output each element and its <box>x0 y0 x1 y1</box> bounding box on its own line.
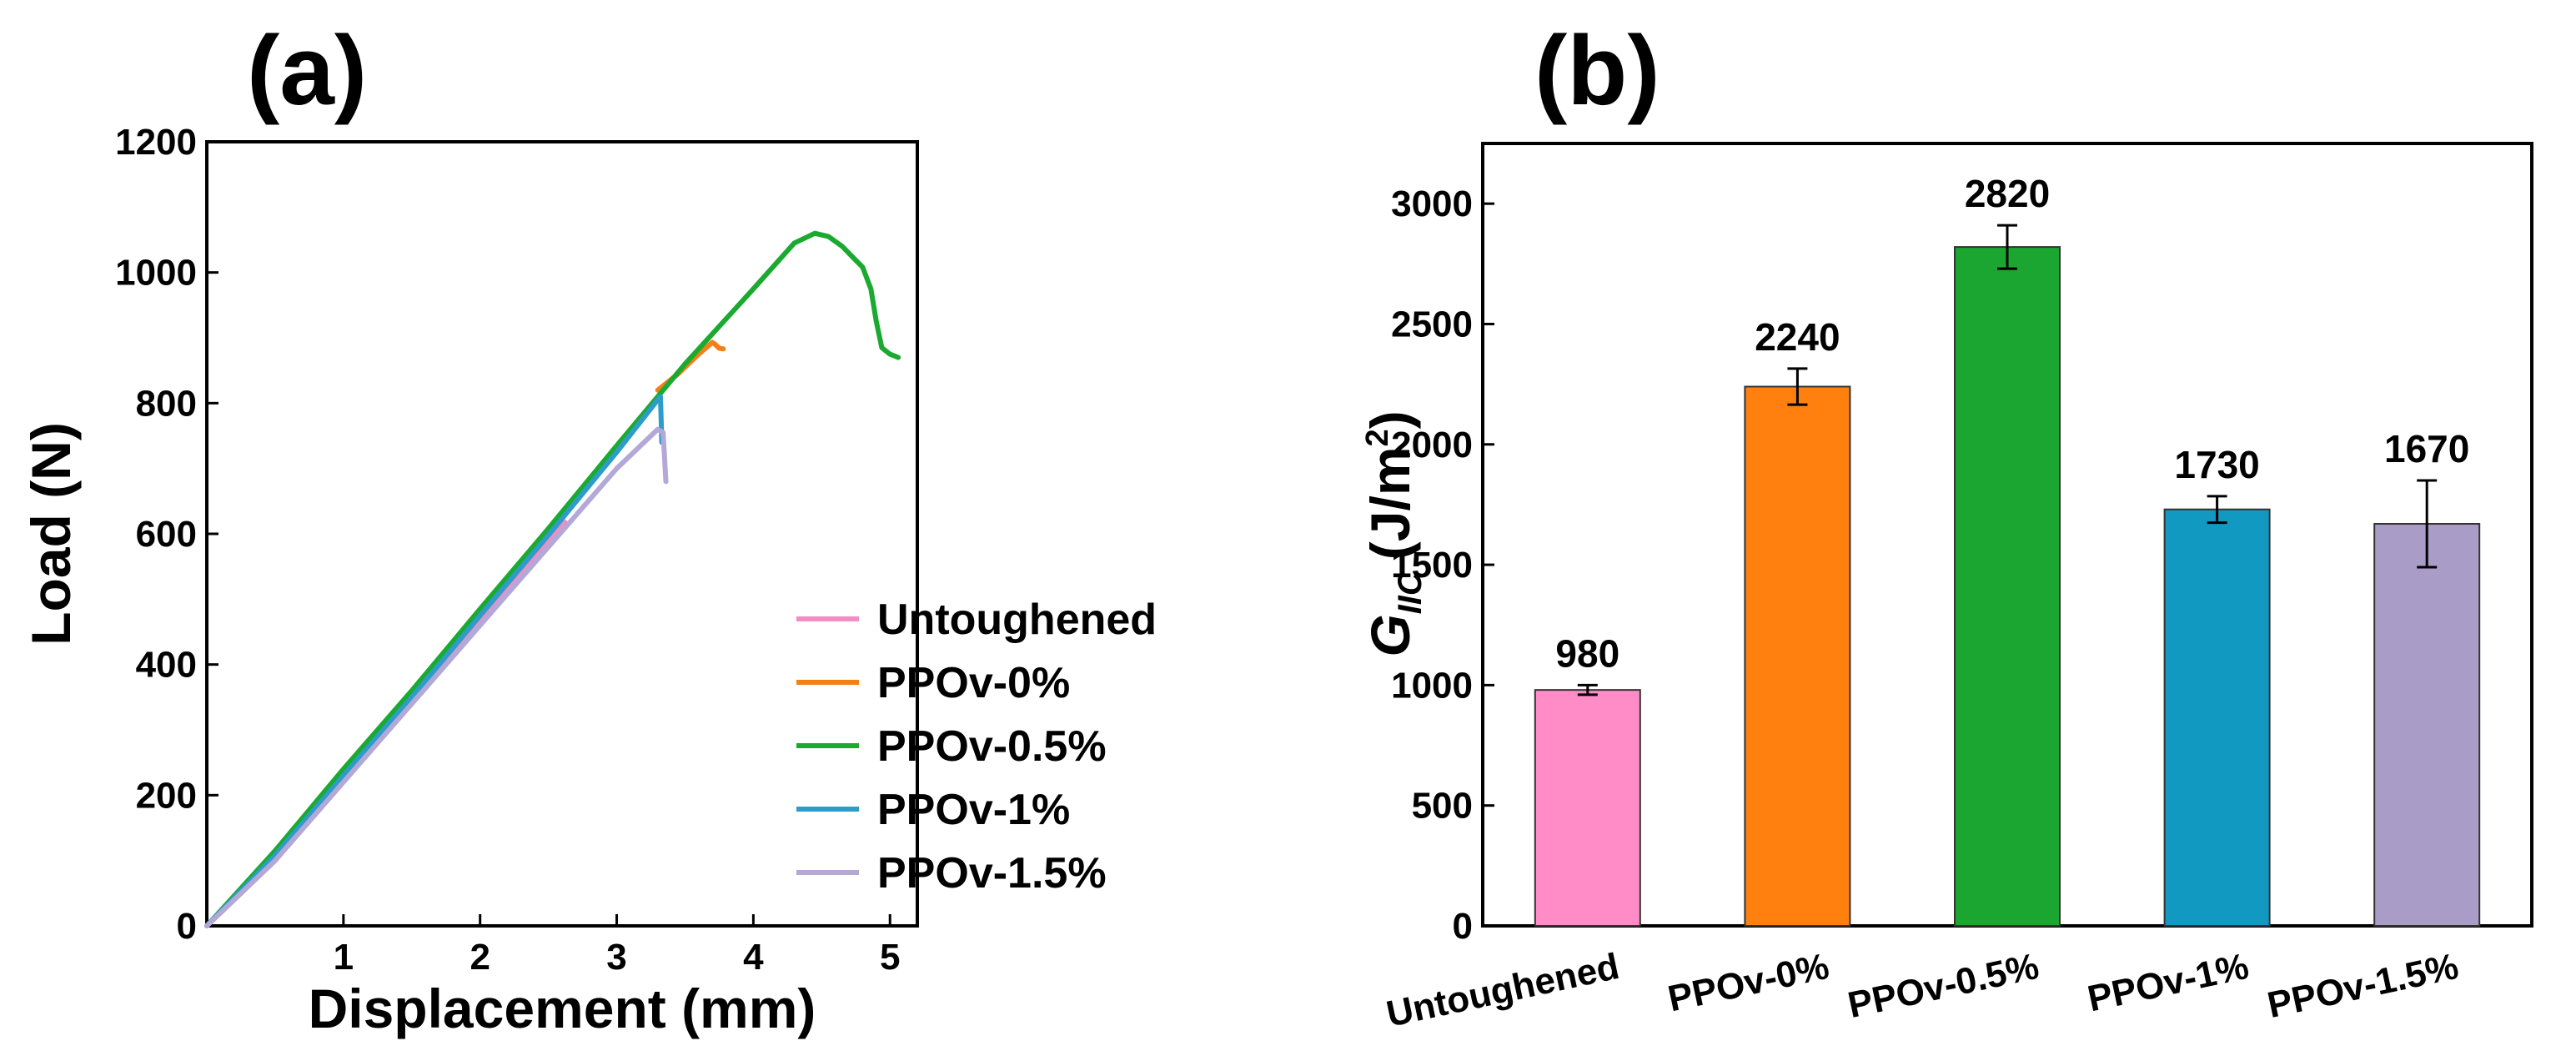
panel-b-category-labels: Untoughened PPOv-0% PPOv-0.5% PPOv-1% PPOv-1… <box>1383 946 2462 1035</box>
legend-label: PPOv-0.5% <box>877 722 1107 771</box>
bar-value-label: 2240 <box>1755 315 1840 359</box>
panel-a-y-tick-label: 400 <box>136 645 197 686</box>
panel-a-x-tick-label: 3 <box>606 937 626 978</box>
panel-a-y-tick-label: 200 <box>136 775 197 816</box>
panel-a-y-tick-label: 1200 <box>115 122 197 163</box>
bar-ppov-0-5 <box>1954 246 2061 927</box>
panel-a-y-ticks: 0 200 400 600 800 1000 1200 <box>115 122 218 947</box>
panel-a-y-tick-label: 0 <box>177 906 197 947</box>
panel-b-bars: 980 2240 2820 1730 1670 <box>1534 172 2481 928</box>
panel-a-x-axis-label: Displacement (mm) <box>309 978 816 1039</box>
panel-a-y-tick-label: 1000 <box>115 253 197 294</box>
bar-ppov-1-5 <box>2373 523 2481 928</box>
legend-label: PPOv-1% <box>877 786 1070 834</box>
panel-a-y-tick-label: 800 <box>136 383 197 424</box>
panel-b-label: (b) <box>1534 16 1660 126</box>
category-label: PPOv-0% <box>1665 946 1833 1020</box>
panel-a-x-tick-label: 2 <box>470 937 490 978</box>
panel-a-y-axis-label: Load (N) <box>20 422 82 646</box>
panel-a-series-lines <box>204 230 901 928</box>
legend-label: Untoughened <box>877 596 1157 644</box>
panel-b-y-tick-label: 500 <box>1412 786 1473 827</box>
panel-a: (a) 0 200 400 600 800 1000 1200 1 2 3 4 5 Untoughe… <box>20 16 1157 1039</box>
panel-b-y-tick-label: 3000 <box>1391 184 1473 224</box>
series-line-ppov-1-5 <box>204 426 669 928</box>
bar-value-label: 2820 <box>1965 172 2050 215</box>
bar-ppov-0 <box>1744 385 1851 927</box>
legend-label: PPOv-0% <box>877 659 1070 707</box>
panel-b-y-ticks: 0 500 1000 1500 2000 2500 3000 <box>1391 184 1494 947</box>
panel-b-y-tick-label: 0 <box>1453 906 1473 947</box>
panel-b-y-tick-label: 1500 <box>1391 545 1473 586</box>
panel-a-x-tick-label: 5 <box>880 937 900 978</box>
category-label: PPOv-1.5% <box>2264 946 2462 1026</box>
panel-b-y-axis-label: GIIC(J/m2) <box>1359 410 1429 656</box>
panel-a-x-tick-label: 4 <box>743 937 764 978</box>
series-line-ppov-1 <box>204 394 665 928</box>
panel-b: (b) 0 500 1000 1500 2000 2500 3000 980 2240 2820… <box>1359 16 2533 1035</box>
bar-untoughened <box>1534 689 1641 927</box>
panel-b-y-tick-label: 2500 <box>1391 304 1473 344</box>
category-label: PPOv-1% <box>2084 946 2252 1020</box>
category-label: Untoughened <box>1383 946 1623 1035</box>
bar-ppov-1 <box>2163 508 2271 927</box>
bar-value-label: 980 <box>1555 631 1619 675</box>
panel-a-label: (a) <box>247 16 367 126</box>
panel-b-y-tick-label: 2000 <box>1391 425 1473 465</box>
panel-b-y-tick-label: 1000 <box>1391 665 1473 706</box>
bar-value-label: 1670 <box>2384 427 2469 470</box>
panel-a-x-ticks: 1 2 3 4 5 <box>334 914 900 978</box>
panel-a-y-tick-label: 600 <box>136 514 197 555</box>
legend-label: PPOv-1.5% <box>877 849 1107 898</box>
category-label: PPOv-0.5% <box>1845 946 2042 1026</box>
panel-a-x-tick-label: 1 <box>334 937 354 978</box>
panel-a-legend: Untoughened PPOv-0% PPOv-0.5% PPOv-1% PPOv-1… <box>796 596 1157 898</box>
series-line-ppov-0-5 <box>204 230 901 928</box>
bar-value-label: 1730 <box>2174 443 2259 486</box>
